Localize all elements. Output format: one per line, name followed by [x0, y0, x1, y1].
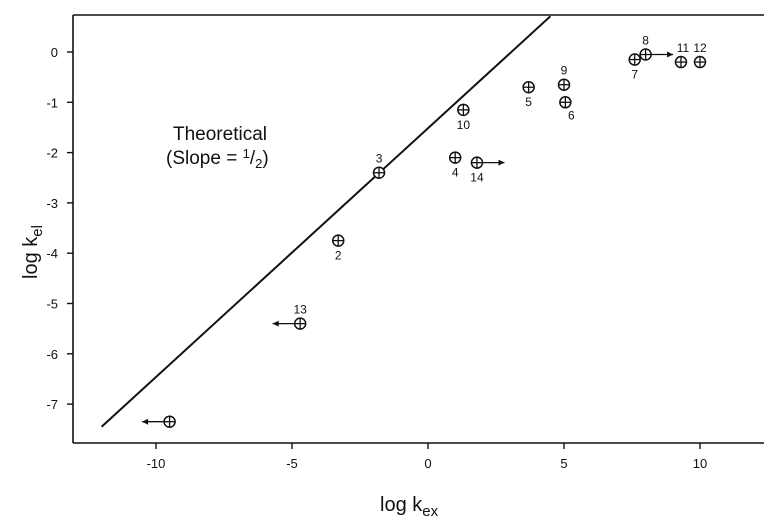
annotation-slope-prefix: (Slope = [166, 148, 243, 169]
data-point-label: 9 [561, 64, 568, 78]
data-point: 10 [457, 103, 471, 132]
data-point: 2 [331, 234, 345, 263]
y-axis-title: log kel [20, 225, 46, 279]
arrow-left-head [272, 320, 279, 327]
data-point-label: 14 [470, 171, 484, 185]
data-point-label: 11 [677, 41, 690, 55]
data-point-label: 6 [568, 108, 575, 122]
y-tick-label: 0 [51, 45, 58, 60]
theoretical-line [100, 15, 552, 428]
y-tick-label: -7 [46, 397, 58, 412]
data-point-label: 4 [452, 166, 459, 180]
x-tick-label: 10 [693, 456, 707, 471]
y-tick-label: -6 [46, 347, 58, 362]
data-point: 7 [628, 53, 641, 82]
data-point: 3 [372, 152, 386, 179]
arrow-right-head [498, 159, 505, 166]
y-axis-title-sub: el [29, 225, 46, 237]
x-tick-label: -10 [147, 456, 166, 471]
arrow-right-head [667, 51, 674, 58]
x-ticks: -10 -5 0 5 10 [147, 443, 707, 471]
data-point: 14 [470, 156, 505, 185]
data-point-label: 12 [693, 41, 707, 55]
data-point: 11 [674, 41, 690, 69]
x-tick-label: 5 [560, 456, 567, 471]
data-point: 9 [557, 64, 571, 91]
data-point [142, 415, 176, 428]
annotation-slope-den: 2 [255, 156, 262, 171]
y-tick-label: -4 [46, 246, 58, 261]
arrow-left-head [142, 418, 149, 425]
y-tick-label: -5 [46, 297, 58, 312]
y-axis-title-main: log k [20, 236, 42, 279]
x-axis-title-sub: ex [422, 503, 438, 520]
y-tick-label: -3 [46, 196, 58, 211]
data-point-label: 13 [293, 303, 307, 317]
x-tick-label: -5 [286, 456, 298, 471]
annotation-slope-slash: / [250, 148, 256, 169]
y-ticks: 0 -1 -2 -3 -4 -5 -6 -7 [46, 45, 73, 412]
data-point: 4 [448, 151, 462, 180]
annotation-slope: (Slope = 1/2) [166, 146, 269, 171]
annotation-theoretical: Theoretical [173, 124, 267, 145]
x-axis-title: log kex [380, 494, 439, 520]
y-tick-label: -2 [46, 146, 58, 161]
data-point: 12 [693, 41, 707, 69]
x-axis-title-main: log k [380, 494, 423, 516]
data-point-label: 10 [457, 118, 471, 132]
data-point: 5 [522, 80, 535, 109]
y-tick-label: -1 [46, 95, 58, 110]
annotation-slope-num: 1 [243, 146, 250, 161]
x-tick-label: 0 [424, 456, 431, 471]
data-point-label: 8 [642, 34, 649, 48]
annotation-slope-suffix: ) [262, 148, 268, 169]
data-point-label: 7 [631, 68, 638, 82]
data-point-label: 3 [376, 152, 383, 166]
data-point: 6 [559, 96, 575, 122]
data-point-label: 5 [525, 95, 532, 109]
data-point: 13 [272, 303, 307, 330]
data-point-label: 2 [335, 249, 342, 263]
data-point: 8 [639, 34, 674, 61]
